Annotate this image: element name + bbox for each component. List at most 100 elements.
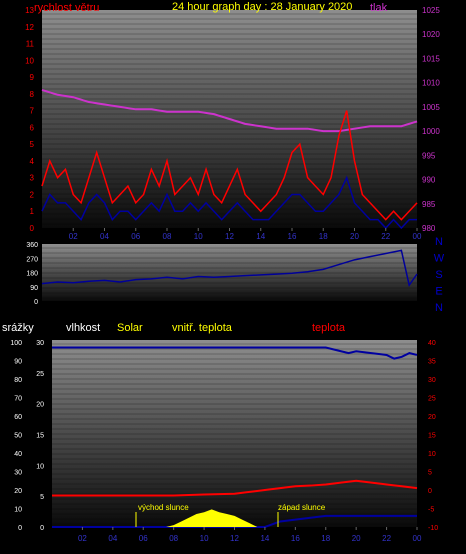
- x-tick-label: 06: [139, 534, 148, 543]
- x-tick-label: 22: [381, 232, 390, 241]
- wind-speed-tick: 4: [30, 157, 35, 166]
- wind-speed-tick: 0: [30, 224, 35, 233]
- wind-speed-tick: 13: [25, 6, 34, 15]
- direction-tick: 360: [26, 242, 38, 249]
- pressure-tick: 1020: [422, 30, 440, 39]
- series-line-blue: [41, 175, 417, 230]
- climate-plot-grid: [52, 343, 417, 525]
- series-line-magenta: [41, 88, 418, 133]
- wind-speed-tick: 2: [30, 190, 35, 199]
- temperature-tick: -5: [428, 507, 434, 514]
- direction-tick: 270: [26, 256, 38, 263]
- x-tick-label: 08: [163, 232, 172, 241]
- wind-plot-grid: [42, 13, 417, 225]
- wind-speed-tick: 6: [30, 123, 35, 132]
- sunrise-annotation: východ slunce: [138, 503, 189, 512]
- solar-label: Solar: [117, 322, 143, 334]
- chart-title: 24 hour graph day : 28 January 2020: [172, 1, 352, 13]
- compass-label: S: [435, 269, 442, 281]
- pressure-tick: 1025: [422, 6, 440, 15]
- pressure-tick: 1010: [422, 79, 440, 88]
- compass-label: W: [434, 253, 445, 265]
- direction-plot-area: [42, 244, 417, 301]
- x-tick-label: 00: [413, 534, 422, 543]
- rain-axis: 0 10 20 30 40 50 60 70 80 90 100: [10, 340, 22, 532]
- wind-speed-tick: 5: [30, 140, 35, 149]
- climate-x-axis: 02 04 06 08 10 12 14 16 18 20 22 00: [78, 527, 422, 543]
- pressure-tick: 980: [422, 224, 436, 233]
- wind-speed-label: rychlost větru: [34, 2, 99, 14]
- humidity-tick: 20: [36, 402, 44, 409]
- x-tick-label: 12: [225, 232, 234, 241]
- rain-tick: 40: [14, 451, 22, 458]
- rain-tick: 90: [14, 359, 22, 366]
- compass-label: N: [435, 236, 443, 248]
- pressure-tick: 995: [422, 151, 436, 160]
- rain-tick: 60: [14, 414, 22, 421]
- x-tick-label: 18: [321, 534, 330, 543]
- humidity-tick: 5: [40, 494, 44, 501]
- rain-tick: 0: [18, 525, 22, 532]
- pressure-tick: 1000: [422, 127, 440, 136]
- humidity-tick: 30: [36, 340, 44, 347]
- temperature-tick: 35: [428, 359, 436, 366]
- temperature-label: teplota: [312, 322, 346, 334]
- rain-tick: 50: [14, 433, 22, 440]
- pressure-tick: 990: [422, 176, 436, 185]
- humidity-tick: 0: [40, 525, 44, 532]
- compass-label: E: [435, 286, 442, 298]
- wind-speed-tick: 7: [30, 107, 35, 116]
- wind-speed-tick: 8: [30, 90, 35, 99]
- compass-label: N: [435, 302, 443, 314]
- x-tick-label: 12: [230, 534, 239, 543]
- rain-tick: 100: [10, 340, 22, 347]
- temperature-tick: 20: [428, 414, 436, 421]
- rain-tick: 30: [14, 470, 22, 477]
- rain-tick: 20: [14, 488, 22, 495]
- wind-direction-series: [41, 249, 418, 287]
- sunset-annotation: západ slunce: [278, 503, 326, 512]
- solar-area: [166, 509, 258, 527]
- x-tick-label: 18: [319, 232, 328, 241]
- x-tick-label: 20: [352, 534, 361, 543]
- x-tick-label: 10: [200, 534, 209, 543]
- rain-tick: 70: [14, 396, 22, 403]
- direction-axis: 0 90 180 270 360: [26, 242, 38, 306]
- pressure-axis: 980 985 990 995 1000 1005 1010 1015 1020 1025: [422, 6, 440, 233]
- wind-speed-tick: 3: [30, 174, 35, 183]
- x-tick-label: 00: [413, 232, 422, 241]
- humidity-label: vlhkost: [66, 322, 100, 334]
- x-tick-label: 20: [350, 232, 359, 241]
- x-tick-label: 02: [69, 232, 78, 241]
- pressure-tick: 1005: [422, 103, 440, 112]
- humidity-axis: 0 5 10 15 20 25 30: [36, 340, 44, 532]
- x-tick-label: 22: [382, 534, 391, 543]
- direction-tick: 0: [34, 299, 38, 306]
- direction-tick: 90: [30, 285, 38, 292]
- direction-tick: 180: [26, 271, 38, 278]
- humidity-tick: 10: [36, 463, 44, 470]
- direction-plot-grid: [42, 247, 417, 299]
- wind-direction-line: [41, 249, 418, 287]
- wind-speed-tick: 10: [25, 56, 34, 65]
- x-tick-label: 16: [288, 232, 297, 241]
- temperature-tick: -10: [428, 525, 438, 532]
- wind-speed-tick: 1: [30, 207, 35, 216]
- wind-speed-tick: 12: [25, 23, 34, 32]
- temperature-tick: 25: [428, 396, 436, 403]
- wind-pressure-series: [41, 88, 418, 230]
- x-tick-label: 10: [194, 232, 203, 241]
- pressure-label: tlak: [370, 2, 388, 14]
- series-line-red-1: [52, 479, 418, 497]
- temperature-axis: -10 -5 0 5 10 15 20 25 30 35 40: [428, 340, 438, 532]
- x-tick-label: 14: [260, 534, 269, 543]
- temperature-tick: 10: [428, 451, 436, 458]
- temperature-tick: 40: [428, 340, 436, 347]
- wind-speed-tick: 11: [26, 40, 35, 49]
- x-tick-label: 08: [169, 534, 178, 543]
- x-tick-label: 04: [100, 232, 109, 241]
- humidity-tick: 15: [36, 433, 44, 440]
